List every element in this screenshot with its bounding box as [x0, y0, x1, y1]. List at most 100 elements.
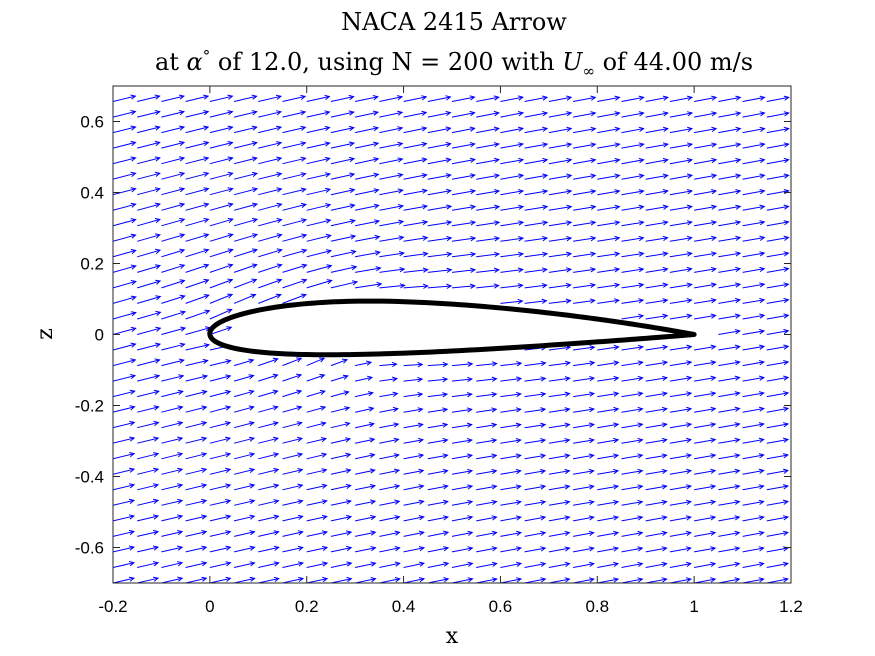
quiver-arrow [403, 530, 425, 537]
quiver-arrow [476, 110, 500, 118]
quiver-arrow [597, 577, 620, 583]
quiver-arrow [282, 514, 304, 522]
quiver-arrow [355, 234, 381, 242]
quiver-arrow [548, 111, 573, 118]
quiver-arrow [742, 251, 766, 258]
quiver-arrow [282, 405, 303, 413]
quiver-arrow [645, 111, 669, 118]
quiver-arrow [742, 530, 765, 537]
quiver-arrow [597, 468, 620, 475]
quiver-arrow [113, 498, 136, 506]
quiver-arrow [282, 545, 304, 553]
quiver-arrow [185, 140, 210, 149]
quiver-arrow [209, 467, 232, 475]
quiver-arrow [379, 422, 400, 429]
quiver-arrow [137, 218, 161, 227]
quiver-arrow [233, 263, 258, 273]
quiver-arrow [330, 483, 352, 491]
quiver-arrow [330, 514, 353, 522]
quiver-arrow [790, 582, 791, 583]
quiver-arrow [161, 110, 185, 118]
quiver-arrow [427, 453, 449, 460]
quiver-arrow [306, 545, 329, 553]
quiver-arrow [185, 514, 208, 522]
quiver-arrow [645, 468, 668, 475]
quiver-arrow [500, 267, 524, 273]
quiver-arrow [282, 263, 308, 273]
quiver-arrow [476, 407, 498, 413]
quiver-arrow [500, 546, 523, 553]
x-tick-label: 0.4 [392, 597, 416, 616]
quiver-arrow [718, 391, 741, 398]
quiver-arrow [282, 125, 307, 134]
quiver-arrow [718, 422, 741, 429]
quiver-arrow [621, 189, 645, 196]
quiver-arrow [330, 390, 350, 398]
quiver-arrow [137, 326, 162, 335]
quiver-arrow [742, 375, 766, 382]
quiver-arrow [451, 484, 474, 491]
quiver-arrow [476, 484, 498, 491]
quiver-arrow [137, 576, 160, 583]
quiver-arrow [597, 344, 620, 351]
quiver-arrow [306, 264, 333, 273]
quiver-arrow [379, 204, 405, 211]
quiver-arrow [113, 187, 137, 196]
quiver-arrow [669, 391, 693, 398]
quiver-arrow [573, 376, 596, 382]
quiver-arrow [573, 157, 597, 165]
quiver-arrow [330, 156, 356, 165]
quiver-arrow [427, 376, 449, 383]
quiver-arrow [790, 566, 791, 568]
quiver-arrow [379, 376, 399, 382]
quiver-arrow [209, 545, 232, 553]
quiver-arrow [524, 360, 547, 367]
quiver-arrow [742, 499, 765, 506]
quiver-arrow [476, 361, 498, 367]
quiver-arrow [185, 86, 188, 87]
quiver-arrow [379, 561, 401, 568]
quiver-arrow [258, 263, 283, 273]
quiver-arrow [137, 140, 161, 149]
quiver-arrow [669, 530, 692, 537]
quiver-arrow [621, 86, 625, 87]
quiver-arrow [669, 298, 693, 304]
quiver-arrow [573, 235, 597, 242]
quiver-arrow [258, 172, 283, 180]
quiver-arrow [330, 86, 334, 87]
quiver-arrow [694, 577, 717, 583]
quiver-arrow [548, 86, 552, 87]
quiver-arrow [113, 295, 137, 304]
quiver-arrow [621, 437, 644, 444]
quiver-arrow [161, 86, 164, 87]
quiver-arrow [330, 358, 349, 367]
quiver-arrow [645, 266, 669, 273]
quiver-arrow [403, 251, 429, 258]
quiver-arrow [209, 171, 234, 180]
quiver-arrow [209, 293, 234, 304]
subtitle-prefix: at [155, 48, 187, 76]
quiver-arrow [379, 499, 401, 506]
quiver-arrow [476, 515, 498, 522]
quiver-arrow [355, 266, 382, 273]
quiver-arrow [137, 483, 160, 491]
quiver-arrow [476, 142, 500, 149]
quiver-arrow [161, 156, 186, 165]
quiver-arrow [476, 86, 479, 87]
quiver-arrow [306, 483, 328, 491]
quiver-arrow [645, 484, 668, 491]
quiver-arrow [161, 279, 186, 289]
quiver-arrow [476, 391, 498, 398]
quiver-arrow [233, 374, 255, 382]
quiver-arrow [476, 422, 498, 429]
quiver-arrow [669, 235, 693, 242]
quiver-arrow [548, 438, 571, 444]
quiver-arrow [113, 561, 136, 568]
quiver-arrow [451, 577, 474, 583]
quiver-arrow [258, 576, 280, 583]
quiver-arrow [354, 157, 380, 165]
quiver-arrow [258, 499, 280, 506]
quiver-arrow [524, 111, 549, 118]
quiver-arrow [694, 189, 718, 196]
quiver-arrow [718, 297, 742, 304]
